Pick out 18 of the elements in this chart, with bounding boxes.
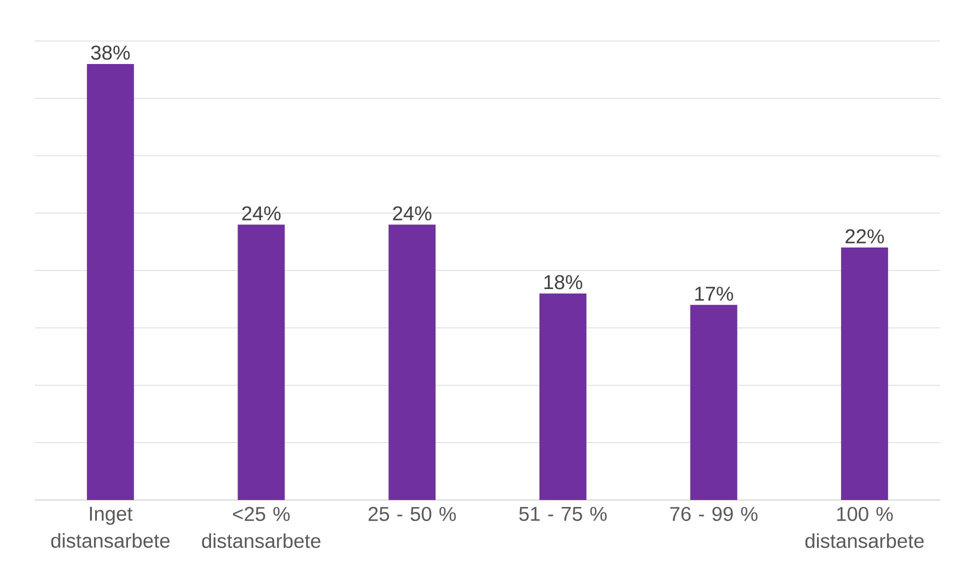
bar <box>388 224 436 500</box>
data-label: 24% <box>393 206 432 220</box>
data-label: 17% <box>695 286 734 301</box>
x-tick-label: <25 % distansarbete <box>202 506 320 548</box>
data-label: 18% <box>544 275 582 290</box>
data-label: 22% <box>846 229 884 244</box>
bar <box>841 248 888 500</box>
x-tick-label: 51 - 75 % <box>519 506 607 521</box>
bar <box>690 304 738 500</box>
data-label: 38% <box>91 46 130 60</box>
data-label: 24% <box>242 206 281 220</box>
x-tick-label: 25 - 50 % <box>368 506 456 522</box>
x-tick-label: Inget distansarbete <box>51 506 170 548</box>
bar <box>539 293 586 500</box>
bar <box>86 64 134 500</box>
x-tick-label: 100 % distansarbete <box>805 506 924 548</box>
bar <box>238 224 285 500</box>
x-tick-label: 76 - 99 % <box>670 506 758 522</box>
